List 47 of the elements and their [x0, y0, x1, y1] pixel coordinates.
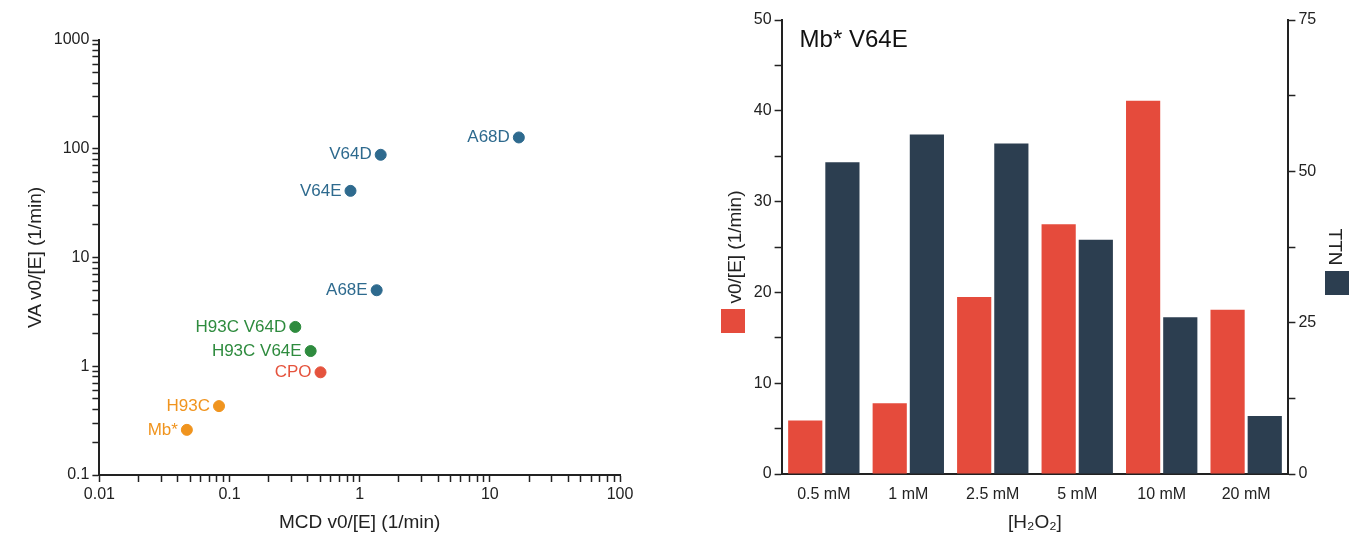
y2-tick-label: 75 [1298, 10, 1317, 28]
bar [788, 420, 823, 474]
series-label: A68D [467, 127, 510, 147]
series-label: H93C V64E [211, 340, 302, 360]
y-tick-label: 20 [753, 282, 772, 300]
x-tick-label: 1 [355, 485, 365, 503]
y-tick-label: 1000 [53, 30, 90, 48]
x-tick-label: 0.01 [83, 485, 116, 503]
y-tick-label: 1 [80, 356, 90, 374]
x-axis-title: MCD v0/[E] (1/min) [278, 510, 441, 532]
x-tick-label: 1 mM [888, 485, 929, 503]
chart-title: Mb* V64E [799, 24, 908, 52]
y-axis-title: VA v0/[E] (1/min) [23, 186, 45, 329]
y-tick-label: 100 [62, 139, 90, 157]
bar [1126, 100, 1161, 474]
y-tick-label: 10 [753, 373, 772, 391]
bar [1210, 309, 1245, 474]
series-label: A68E [326, 279, 368, 299]
y-tick-label: 10 [71, 247, 90, 265]
x-tick-label: 0.5 mM [797, 485, 851, 503]
y-tick-label: 0.1 [67, 465, 90, 483]
y-axis-title: v0/[E] (1/min) [723, 190, 745, 304]
x-tick-label: 2.5 mM [966, 485, 1020, 503]
y-tick-label: 30 [753, 192, 772, 210]
x-axis-title: [H₂O₂] [1008, 510, 1062, 532]
series-label: H93C V64D [195, 316, 287, 336]
series-label: V64D [329, 144, 372, 164]
x-tick-label: 10 mM [1137, 485, 1187, 503]
y2-tick-label: 50 [1298, 161, 1317, 179]
y-tick-label: 0 [762, 464, 772, 482]
y-tick-label: 40 [753, 101, 772, 119]
series-label: H93C [166, 395, 211, 415]
x-tick-label: 20 mM [1221, 485, 1271, 503]
x-tick-label: 100 [606, 485, 634, 503]
x-tick-label: 5 mM [1057, 485, 1098, 503]
bar [825, 162, 860, 474]
x-tick-label: 10 [480, 485, 499, 503]
series-label: V64E [299, 180, 342, 200]
x-tick-label: 0.1 [218, 485, 241, 503]
y-tick-label: 50 [753, 10, 772, 28]
bar [872, 403, 907, 474]
y2-tick-label: 0 [1298, 464, 1308, 482]
series-label: Mb* [147, 419, 179, 439]
bar [909, 134, 944, 474]
y2-axis-title: TTN [1325, 228, 1347, 266]
y2-tick-label: 25 [1298, 313, 1317, 331]
series-label: CPO [274, 361, 312, 381]
